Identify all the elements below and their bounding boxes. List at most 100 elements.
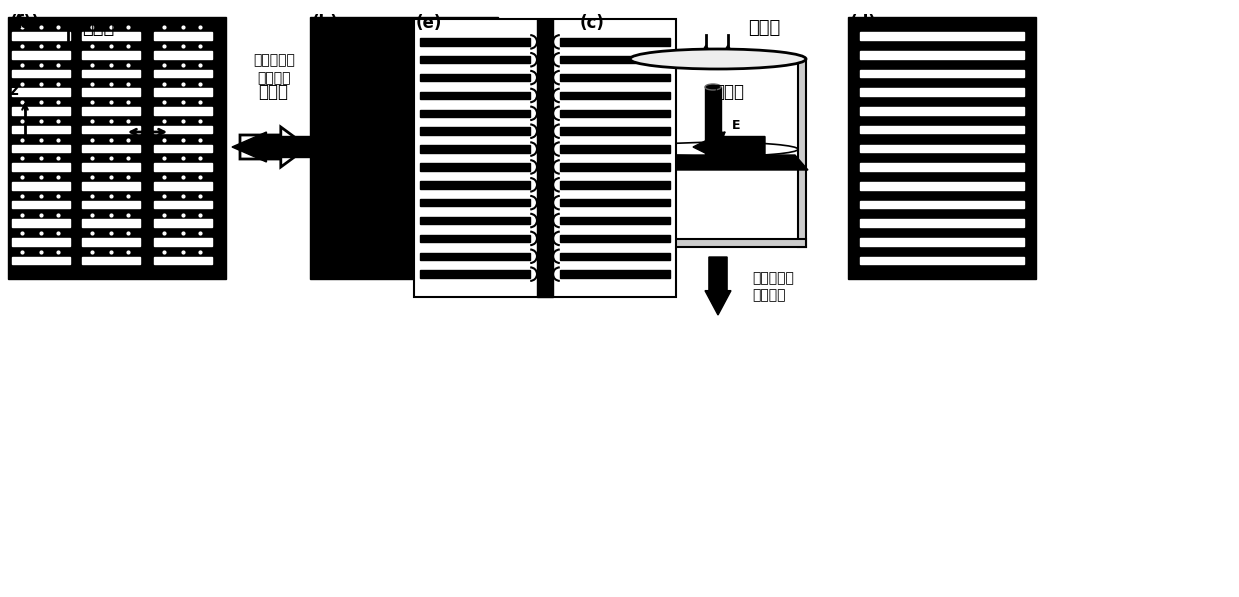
Text: (e): (e)	[416, 14, 442, 32]
Bar	[420, 163, 530, 171]
Polygon shape	[22, 142, 47, 189]
Bar	[310, 17, 498, 279]
Bar	[12, 51, 69, 59]
Bar	[82, 88, 140, 96]
Polygon shape	[22, 167, 221, 189]
Bar	[860, 164, 1023, 171]
Bar	[860, 182, 1023, 189]
Bar	[82, 238, 140, 246]
Bar	[560, 199, 670, 207]
Bar	[798, 59, 807, 247]
Bar	[420, 38, 530, 45]
Text: E: E	[732, 119, 741, 132]
Bar	[560, 127, 670, 135]
Bar	[860, 257, 1023, 264]
Bar	[560, 38, 670, 45]
Bar	[705, 87, 721, 165]
Polygon shape	[693, 132, 764, 162]
Ellipse shape	[705, 84, 721, 90]
Bar	[154, 182, 212, 189]
Bar	[847, 17, 1036, 279]
Bar	[7, 17, 225, 279]
Text: 双脉冲飞秒
激光加工: 双脉冲飞秒 激光加工	[752, 272, 794, 303]
Bar	[82, 257, 140, 264]
Bar	[560, 181, 670, 189]
Bar	[12, 182, 69, 189]
Bar	[560, 92, 670, 99]
Bar	[12, 107, 69, 115]
Bar	[860, 238, 1023, 246]
Bar	[560, 56, 670, 63]
Bar	[12, 220, 69, 227]
Polygon shape	[59, 40, 77, 56]
Bar	[154, 88, 212, 96]
Bar	[420, 92, 530, 99]
Polygon shape	[705, 257, 731, 315]
Text: 单脉冲飞秒
激光加工: 单脉冲飞秒 激光加工	[253, 54, 295, 85]
Bar	[154, 144, 212, 152]
Text: 镜金膜: 镜金膜	[714, 83, 743, 101]
Bar	[95, 89, 120, 142]
Ellipse shape	[95, 85, 120, 93]
Bar	[860, 107, 1023, 115]
Bar	[420, 181, 530, 189]
Bar	[860, 70, 1023, 77]
Bar	[154, 32, 212, 40]
Bar	[154, 201, 212, 208]
Bar	[12, 257, 69, 264]
Bar	[12, 126, 69, 133]
Bar	[629, 59, 638, 247]
Bar	[560, 163, 670, 171]
Bar	[82, 182, 140, 189]
Bar	[12, 238, 69, 246]
Bar	[860, 144, 1023, 152]
Bar	[420, 74, 530, 81]
Bar	[82, 220, 140, 227]
Polygon shape	[240, 127, 309, 167]
Ellipse shape	[629, 49, 807, 69]
Bar	[414, 19, 676, 297]
Ellipse shape	[95, 138, 120, 146]
Bar	[536, 19, 553, 297]
Polygon shape	[719, 45, 737, 61]
Bar	[82, 107, 140, 115]
Text: 双脉冲: 双脉冲	[748, 19, 781, 37]
Bar	[12, 70, 69, 77]
Bar	[82, 164, 140, 171]
Bar	[12, 201, 69, 208]
Bar	[154, 164, 212, 171]
Text: 热处理: 热处理	[258, 83, 287, 101]
Bar	[154, 238, 212, 246]
Bar	[82, 144, 140, 152]
Bar	[420, 56, 530, 63]
Bar	[629, 239, 807, 247]
Bar	[560, 270, 670, 278]
Bar	[860, 32, 1023, 40]
Bar	[860, 126, 1023, 133]
Bar	[82, 70, 140, 77]
Text: (f): (f)	[10, 14, 32, 32]
Bar	[420, 199, 530, 207]
Bar	[12, 144, 69, 152]
Bar	[560, 217, 670, 224]
Polygon shape	[22, 142, 195, 167]
Bar	[420, 145, 530, 153]
Text: z: z	[10, 83, 19, 98]
Bar	[560, 253, 670, 260]
Bar	[420, 127, 530, 135]
Bar	[860, 51, 1023, 59]
Bar	[154, 220, 212, 227]
Bar	[420, 217, 530, 224]
Polygon shape	[646, 155, 808, 170]
Bar	[420, 235, 530, 242]
Bar	[860, 88, 1023, 96]
Bar	[560, 74, 670, 81]
Bar	[420, 270, 530, 278]
Bar	[82, 126, 140, 133]
Bar	[420, 110, 530, 117]
Polygon shape	[698, 45, 715, 61]
Text: (d): (d)	[850, 14, 877, 32]
Bar	[154, 51, 212, 59]
Bar	[82, 201, 140, 208]
Polygon shape	[232, 132, 313, 162]
